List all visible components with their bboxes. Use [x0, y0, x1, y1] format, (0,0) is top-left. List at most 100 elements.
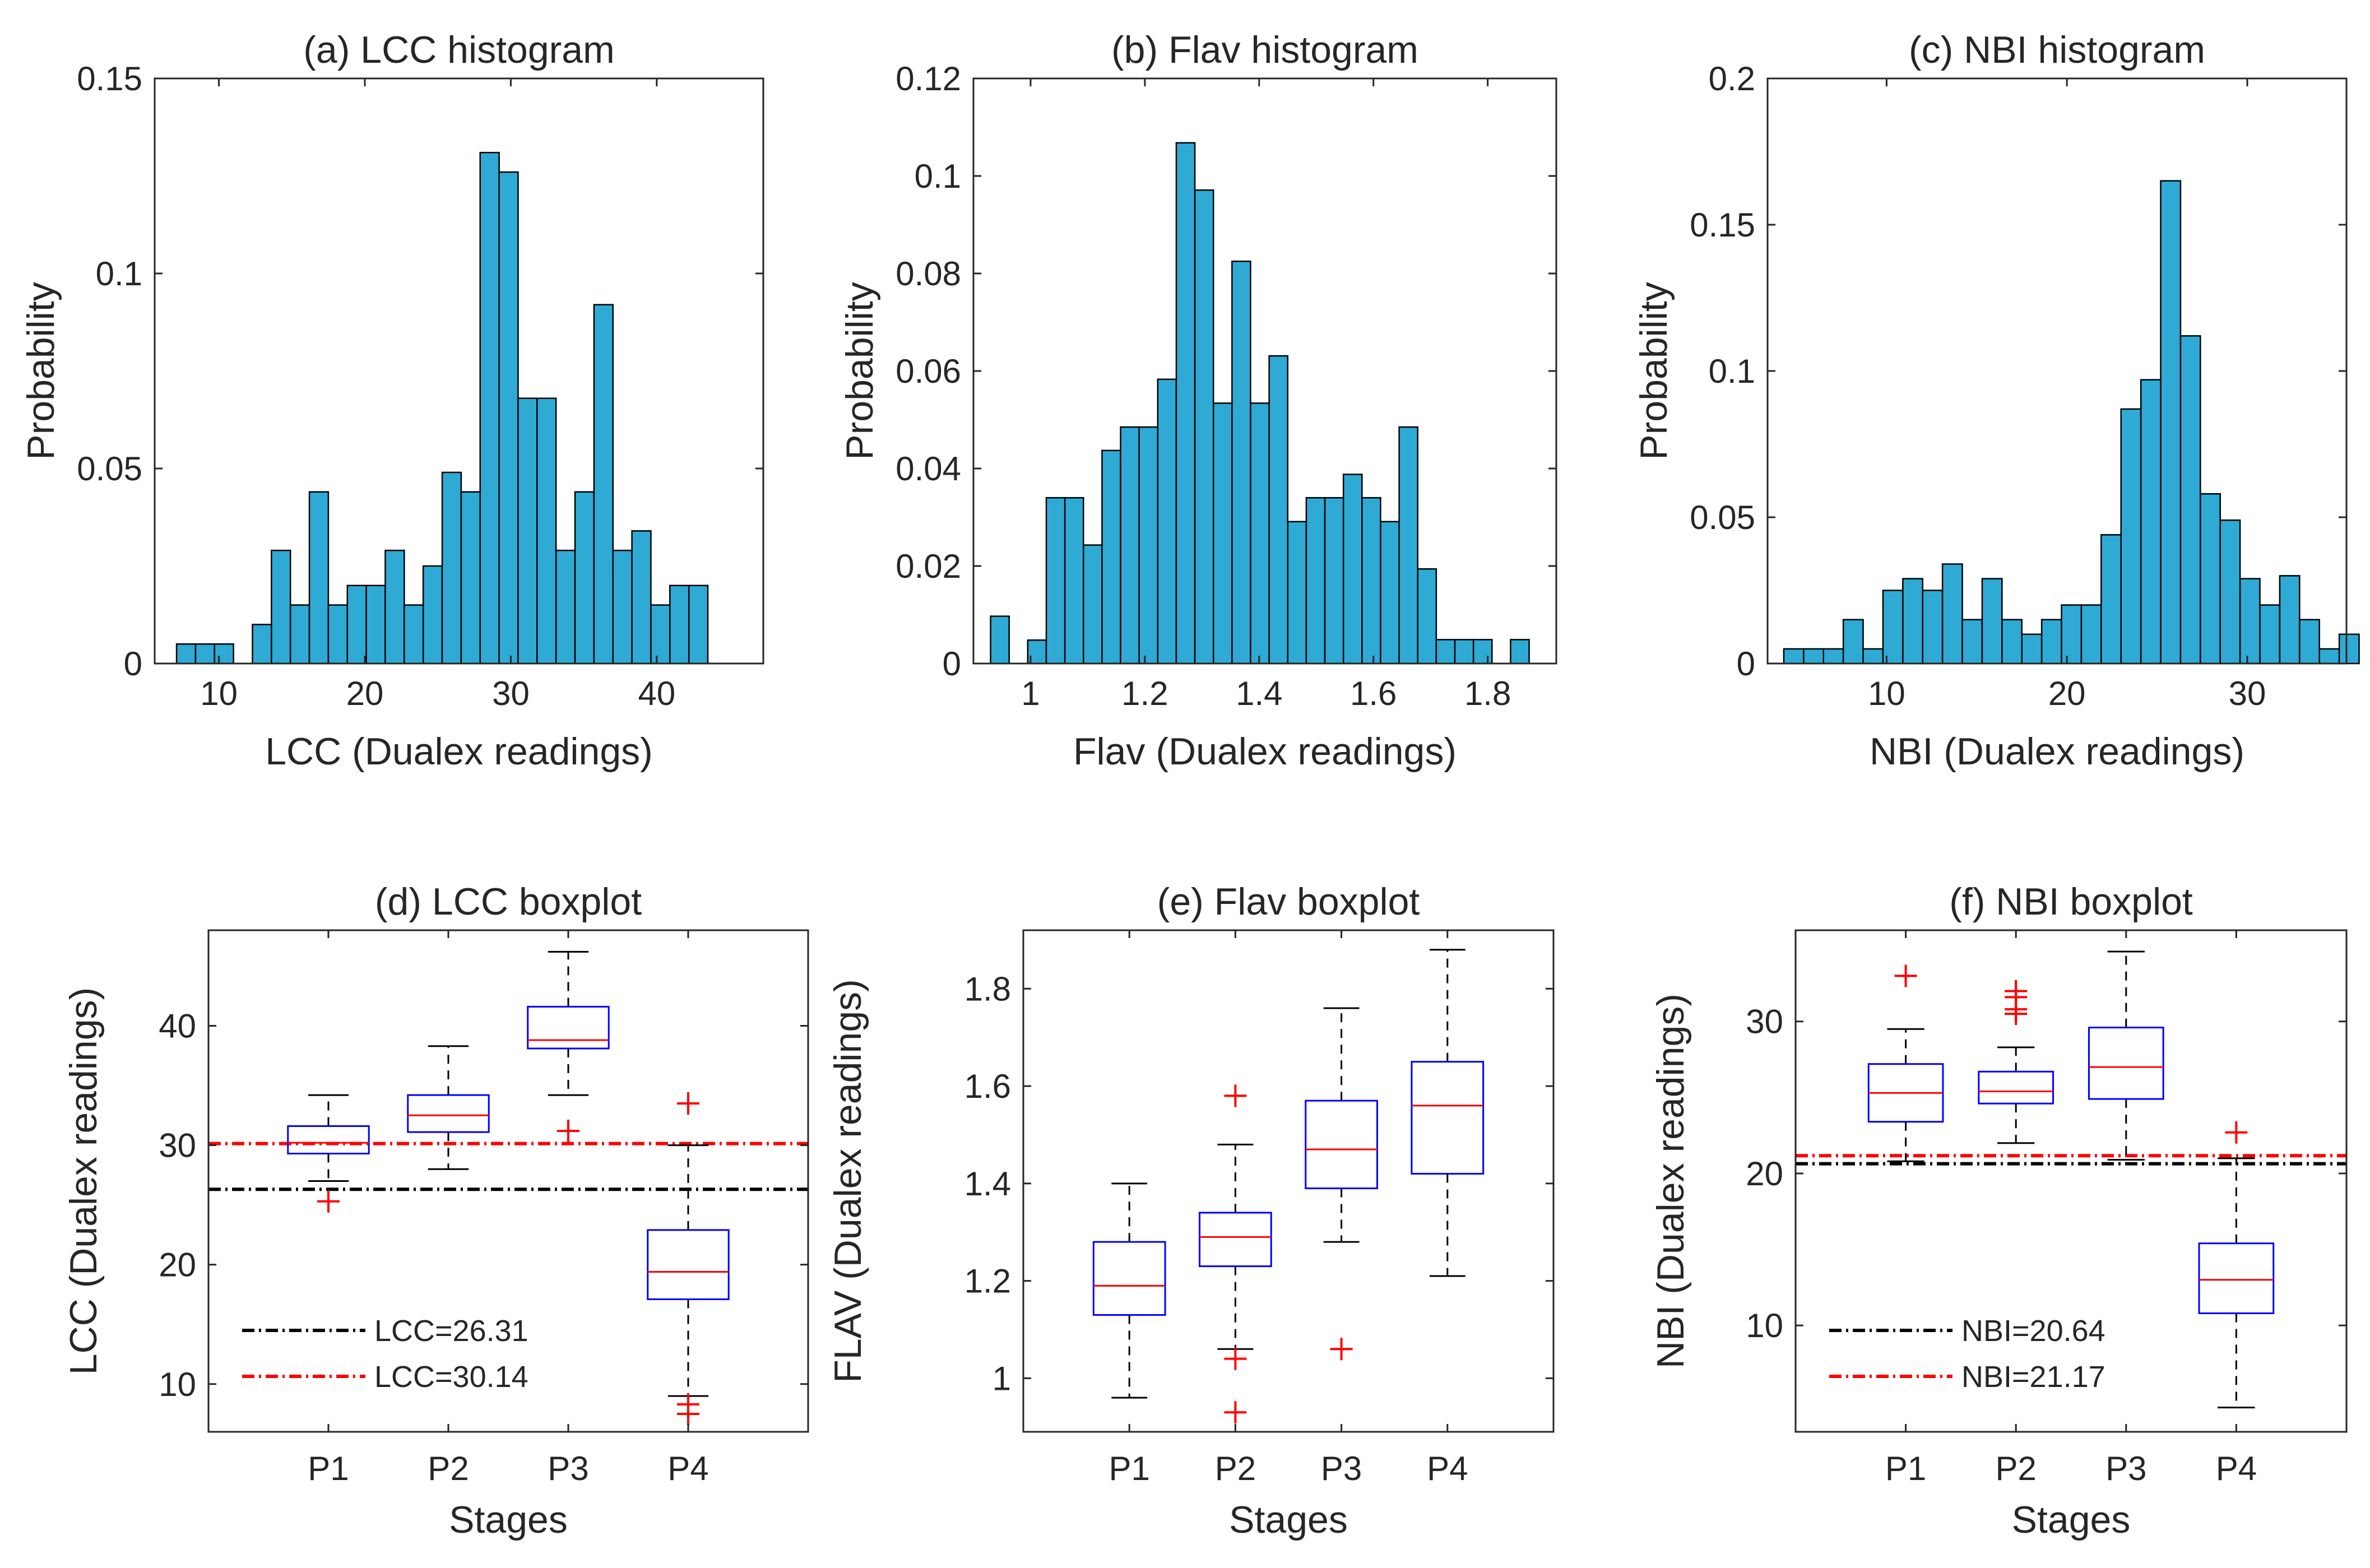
histogram-bar — [1961, 619, 1983, 665]
panel-c: 10 20 30 0 0.05 0.1 0.15 0.2 (c) NBI histogram NB… — [1632, 29, 2360, 773]
x-tick-label: 40 — [638, 675, 676, 712]
outlier-marker — [1894, 964, 1917, 987]
legend-label: NBI=21.17 — [1961, 1360, 2105, 1394]
histogram-bar — [175, 643, 197, 665]
histogram-bar — [422, 565, 443, 665]
y-tick-label: 0.15 — [1690, 206, 1755, 244]
box-P1 — [287, 1125, 370, 1154]
panel-e: P1 P2 P3 P4 1 1.2 1.4 1.6 1.8 (e) Flav boxplot Sta… — [827, 880, 1555, 1541]
y-tick-label: 0.1 — [915, 157, 961, 195]
histogram-bar — [2021, 633, 2043, 665]
histogram-bar — [2140, 379, 2162, 665]
y-tick-label: 20 — [1746, 1155, 1783, 1193]
histogram-bar — [1822, 648, 1844, 665]
histogram-bar — [2080, 604, 2102, 665]
histogram-bar — [1324, 497, 1344, 665]
x-tick-label: 1.2 — [1121, 675, 1168, 712]
histogram-bar — [574, 491, 595, 665]
y-axis-label-f: NBI (Dualex readings) — [1649, 994, 1692, 1368]
y-tick-label: 0.15 — [77, 60, 142, 98]
histogram-bar — [346, 584, 367, 665]
histogram-bar — [498, 171, 519, 665]
histogram-bar — [650, 604, 671, 665]
y-axis-label-a: Probability — [20, 282, 62, 460]
histogram-bar — [2299, 619, 2320, 665]
histogram-bar — [990, 615, 1010, 665]
x-tick-label: 1.8 — [1464, 675, 1511, 712]
y-tick-label: 40 — [159, 1007, 196, 1045]
histogram-bar — [1380, 521, 1400, 665]
histogram-bar — [2160, 180, 2182, 665]
histogram-bar — [1922, 590, 1944, 665]
box-P3 — [1305, 1100, 1378, 1190]
histogram-bar — [536, 397, 557, 665]
y-tick-label: 0.02 — [896, 548, 961, 585]
histogram-bar — [2338, 633, 2360, 665]
panel-b: 1 1.2 1.4 1.6 1.8 0 0.02 0.04 0.06 0.08 0.1 0.12 (b)… — [838, 29, 1557, 773]
histogram-bar — [460, 491, 481, 665]
histogram-bar — [631, 530, 652, 665]
histogram-bar — [612, 549, 633, 665]
x-axis-label-b: Flav (Dualex readings) — [1073, 730, 1457, 773]
y-axis-label-d: LCC (Dualex readings) — [62, 987, 105, 1375]
outlier-marker — [677, 1403, 699, 1426]
outlier-marker — [2005, 1003, 2028, 1026]
legend-label: LCC=26.31 — [374, 1314, 528, 1348]
y-tick-label: 0.08 — [896, 255, 961, 293]
category-label: P3 — [548, 1450, 588, 1487]
box-P4 — [647, 1229, 730, 1300]
chart-title-c: (c) NBI histogram — [1909, 29, 2205, 71]
histogram-bar — [2219, 519, 2241, 665]
box-P1 — [1092, 1241, 1166, 1316]
legend-label: LCC=30.14 — [374, 1360, 528, 1394]
chart-title-a: (a) LCC histogram — [303, 29, 615, 71]
histogram-bar — [593, 304, 614, 665]
y-tick-label: 1.6 — [964, 1068, 1011, 1105]
y-tick-label: 0.04 — [896, 450, 961, 488]
legend-d: LCC=26.31 LCC=30.14 — [242, 1314, 528, 1394]
outlier-marker — [677, 1092, 699, 1115]
histogram-bar — [1435, 639, 1456, 665]
y-tick-label: 10 — [1746, 1307, 1783, 1344]
category-label: P4 — [2216, 1450, 2257, 1487]
category-label: P1 — [308, 1450, 349, 1487]
legend-f: NBI=20.64 NBI=21.17 — [1829, 1314, 2105, 1394]
category-label: P2 — [1215, 1450, 1256, 1487]
y-axis-label-b: Probability — [838, 282, 881, 460]
category-label: P3 — [2105, 1450, 2146, 1487]
histogram-bar — [289, 604, 310, 665]
outlier-marker — [1224, 1401, 1247, 1424]
histogram-bar — [1842, 619, 1864, 665]
x-axis-label-a: LCC (Dualex readings) — [265, 730, 653, 773]
y-tick-label: 0 — [1737, 645, 1755, 683]
outlier-marker — [1224, 1084, 1247, 1107]
x-tick-label: 30 — [2229, 675, 2266, 712]
axes-box-f — [1794, 929, 2348, 1433]
histogram-bar — [1941, 563, 1963, 665]
histogram-bar — [1212, 402, 1233, 665]
histogram-bar — [1083, 544, 1103, 665]
histogram-bar — [2279, 575, 2301, 665]
histogram-bar — [1101, 449, 1121, 665]
histogram-bar — [214, 643, 234, 665]
histogram-bar — [1175, 142, 1196, 665]
y-tick-label: 1.4 — [964, 1165, 1011, 1203]
category-label: P1 — [1885, 1450, 1926, 1487]
histogram-bar — [1045, 497, 1066, 665]
box-P3 — [527, 1005, 610, 1050]
histogram-bar — [1454, 639, 1474, 665]
histogram-bar — [194, 643, 216, 665]
histogram-bar — [365, 584, 386, 665]
histogram-bar — [1981, 578, 2003, 665]
box-P3 — [2088, 1027, 2164, 1100]
histogram-bar — [1472, 639, 1493, 665]
chart-title-f: (f) NBI boxplot — [1949, 880, 2193, 923]
histogram-bar — [2120, 408, 2142, 665]
outlier-marker — [1224, 1347, 1247, 1370]
chart-title-d: (d) LCC boxplot — [375, 880, 642, 923]
histogram-bar — [1157, 378, 1177, 665]
x-tick-label: 30 — [492, 675, 530, 712]
x-tick-label: 10 — [200, 675, 238, 712]
outlier-marker — [1330, 1338, 1353, 1361]
